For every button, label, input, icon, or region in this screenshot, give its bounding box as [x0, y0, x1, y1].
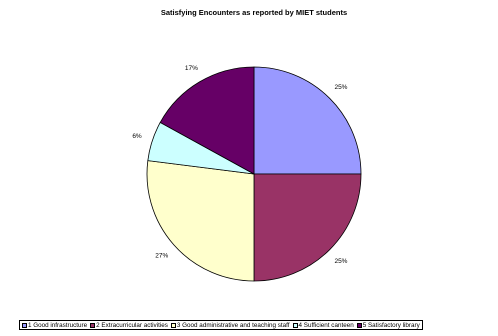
pie-slice-1	[253, 66, 362, 175]
legend-item-4: 4 Sufficient canteen	[292, 321, 354, 329]
legend-swatch-3	[170, 322, 176, 328]
pie-slice-3	[146, 160, 255, 282]
legend-label-3: 3 Good administrative and teaching staff	[176, 321, 290, 329]
legend-label-4: 4 Sufficient canteen	[298, 321, 354, 329]
slice-label-5: 17%	[185, 65, 198, 72]
legend-item-5: 5 Satisfactory library	[356, 321, 420, 329]
legend-swatch-5	[356, 322, 362, 328]
legend-item-3: 3 Good administrative and teaching staff	[170, 321, 290, 329]
slice-label-4: 6%	[132, 133, 142, 140]
legend-swatch-2	[90, 322, 96, 328]
slice-label-2: 25%	[334, 258, 347, 265]
legend: 1 Good infrastructure 2 Extracurricular a…	[19, 320, 423, 330]
pie-slice-5	[159, 66, 255, 175]
slice-label-1: 25%	[334, 84, 347, 91]
slice-label-3: 27%	[155, 252, 168, 259]
legend-swatch-4	[292, 322, 298, 328]
legend-item-2: 2 Extracurricular activities	[90, 322, 168, 329]
legend-label-2: 2 Extracurricular activities	[96, 321, 168, 329]
chart-title: Satisfying Encounters as reported by MIE…	[161, 8, 347, 17]
pie-labels: 25% 25% 27% 6% 17%	[132, 65, 347, 265]
pie-slices	[146, 66, 362, 282]
legend-swatch-1	[22, 322, 27, 328]
pie-slice-2	[253, 173, 362, 282]
legend-label-5: 5 Satisfactory library	[362, 321, 420, 329]
legend-label-1: 1 Good infrastructure	[28, 321, 88, 329]
legend-item-1: 1 Good infrastructure	[22, 322, 87, 329]
